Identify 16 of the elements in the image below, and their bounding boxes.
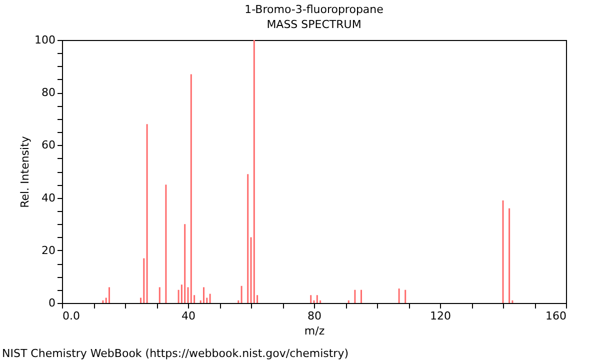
y-tick-label: 40 <box>42 191 56 204</box>
x-tick-label: 40 <box>182 310 196 322</box>
chart-subtitle: MASS SPECTRUM <box>266 18 362 31</box>
y-tick-label: 20 <box>42 244 56 257</box>
x-tick-label: 80 <box>308 310 322 322</box>
x-tick-label: 120 <box>430 310 451 322</box>
y-tick-label: 100 <box>34 34 56 46</box>
x-tick-label: 160 <box>546 310 566 322</box>
chart-title: 1-Bromo-3-fluoropropane <box>244 3 384 16</box>
y-tick-label: 60 <box>42 138 56 152</box>
text: NIST Chemistry WebBook (https://webbook.nist.gov/chemistry) <box>2 347 348 360</box>
y-axis-title: Rel. Intensity <box>18 136 32 208</box>
y-tick-label: 80 <box>42 86 56 100</box>
y-tick-label: 0 <box>48 296 56 310</box>
x-axis-title: m/z <box>304 324 325 338</box>
x-tick-label: 0.0 <box>62 310 80 322</box>
